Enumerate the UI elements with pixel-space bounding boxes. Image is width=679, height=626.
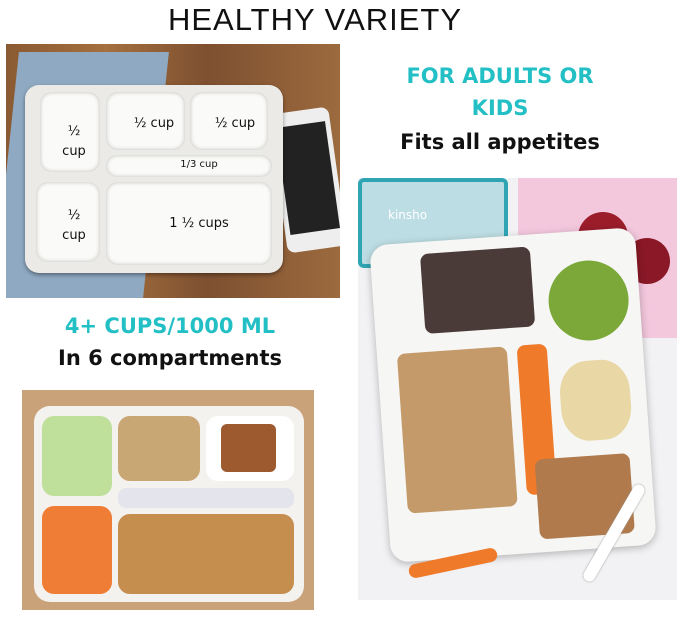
page-title: HEALTHY VARIETY	[167, 2, 463, 37]
label-top-middle: ½ cup	[133, 116, 175, 131]
label-strip: 1/3 cup	[180, 159, 218, 170]
kids-lunch-photo	[22, 390, 314, 610]
label-bottom-left: ½ cup	[62, 208, 86, 243]
label-bottom-large: 1 ½ cups	[169, 216, 229, 231]
tray-capacity-photo: ½ cup ½ cup ½ cup 1/3 cup ½ cup 1 ½ cups	[6, 44, 340, 298]
capacity-heading: 4+ CUPS/1000 ML	[64, 314, 276, 338]
brand-logo: kinsho	[388, 208, 428, 222]
tray	[25, 85, 283, 273]
adult-lunch-photo: kinsho	[358, 178, 677, 600]
appetites-text: Fits all appetites	[400, 130, 600, 154]
label-top-left: ½ cup	[62, 124, 86, 159]
compartments-text: In 6 compartments	[58, 346, 282, 370]
tray	[369, 227, 657, 563]
adults-kids-heading-line2: KIDS	[471, 96, 529, 120]
adults-kids-heading-line1: FOR ADULTS OR	[406, 64, 594, 88]
tray	[34, 406, 304, 602]
label-top-right: ½ cup	[214, 116, 256, 131]
